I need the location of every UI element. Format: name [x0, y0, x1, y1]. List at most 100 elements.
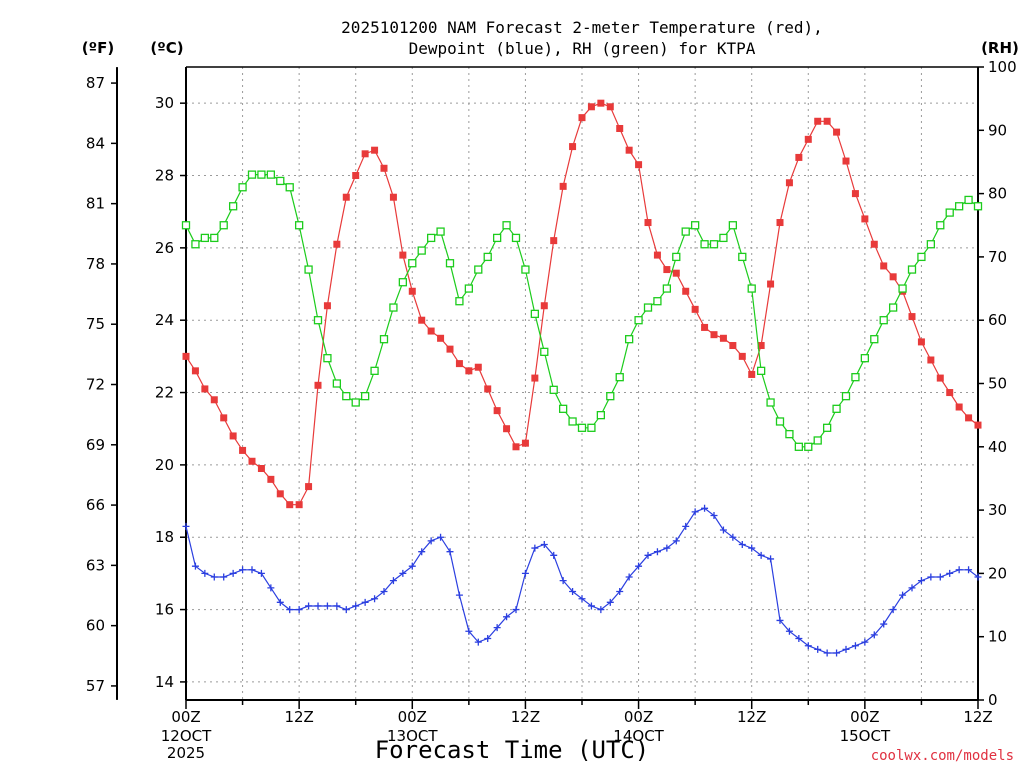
celsius-unit-label: (ºC) — [150, 39, 183, 57]
celsius-tick-label-16: 16 — [155, 601, 174, 619]
temperature-point-78 — [917, 338, 925, 346]
temperature-point-58 — [729, 342, 737, 350]
relative-humidity-line — [185, 174, 979, 448]
dewpoint-point-44 — [597, 606, 605, 614]
relative-humidity-point-69 — [832, 404, 841, 413]
temperature-point-21 — [380, 164, 388, 172]
temperature-point-1 — [191, 367, 199, 375]
celsius-tick-label-18: 18 — [155, 528, 174, 546]
time-tick-label-0: 00Z — [171, 708, 200, 726]
temperature-point-44 — [597, 99, 605, 107]
relative-humidity-point-51 — [662, 284, 672, 293]
fahrenheit-tick-label-63: 63 — [86, 556, 105, 574]
relative-humidity-point-32 — [483, 252, 492, 262]
dewpoint-point-7 — [248, 566, 256, 574]
date-tick-label-72: 15OCT — [840, 727, 891, 745]
relative-humidity-point-60 — [747, 284, 756, 293]
relative-humidity-point-47 — [624, 335, 634, 344]
relative-humidity-point-18 — [351, 398, 360, 407]
temperature-point-40 — [559, 182, 567, 190]
relative-humidity-point-56 — [709, 240, 719, 249]
fahrenheit-tick-label-69: 69 — [86, 436, 105, 454]
relative-humidity-point-25 — [417, 246, 426, 255]
dewpoint-point-16 — [333, 602, 341, 610]
temperature-point-57 — [719, 334, 727, 342]
temperature-point-75 — [889, 273, 897, 281]
time-tick-label-60: 12Z — [737, 708, 766, 726]
relative-humidity-point-1 — [191, 240, 200, 249]
temperature-point-39 — [550, 237, 558, 245]
temperature-point-63 — [776, 219, 784, 227]
relative-humidity-point-45 — [606, 392, 615, 401]
rh-unit-label: (RH) — [981, 39, 1019, 57]
date-tick-label-0: 12OCT — [161, 727, 212, 745]
relative-humidity-point-58 — [728, 221, 738, 230]
temperature-point-30 — [465, 367, 473, 375]
temperature-series — [182, 99, 982, 509]
celsius-tick-label-20: 20 — [155, 456, 174, 474]
relative-humidity-point-9 — [266, 170, 276, 179]
relative-humidity-point-61 — [756, 366, 766, 375]
relative-humidity-point-81 — [945, 208, 954, 217]
dewpoint-point-20 — [371, 595, 379, 603]
temperature-point-42 — [578, 114, 586, 122]
temperature-point-9 — [267, 475, 275, 483]
dewpoint-point-70 — [842, 645, 850, 653]
temperature-point-24 — [408, 287, 416, 295]
relative-humidity-point-44 — [596, 410, 606, 420]
dewpoint-point-45 — [606, 598, 614, 606]
temperature-point-60 — [748, 370, 756, 378]
celsius-tick-label-28: 28 — [155, 167, 174, 185]
fahrenheit-unit-label: (ºF) — [82, 39, 114, 57]
temperature-point-80 — [936, 374, 944, 382]
fahrenheit-tick-label-87: 87 — [86, 74, 105, 92]
dewpoint-point-9 — [267, 584, 275, 592]
rh-tick-label-0: 0 — [988, 691, 998, 709]
fahrenheit-tick-label-72: 72 — [86, 376, 105, 394]
relative-humidity-point-59 — [738, 252, 747, 262]
time-tick-label-24: 00Z — [398, 708, 427, 726]
dewpoint-point-4 — [220, 573, 228, 581]
relative-humidity-point-12 — [294, 221, 304, 230]
dewpoint-point-67 — [814, 645, 822, 653]
dewpoint-series — [182, 504, 982, 657]
date-tick-label-24: 13OCT — [387, 727, 438, 745]
relative-humidity-point-41 — [568, 417, 577, 426]
relative-humidity-point-62 — [766, 398, 775, 407]
temperature-point-66 — [804, 135, 812, 143]
relative-humidity-point-73 — [870, 335, 879, 344]
dewpoint-point-79 — [927, 573, 935, 581]
dewpoint-point-14 — [314, 602, 322, 610]
relative-humidity-point-11 — [285, 183, 294, 192]
relative-humidity-point-77 — [907, 265, 917, 274]
dewpoint-point-8 — [257, 569, 265, 577]
dewpoint-point-19 — [361, 598, 369, 606]
time-tick-label-48: 00Z — [624, 708, 653, 726]
dewpoint-point-68 — [823, 649, 831, 657]
dewpoint-point-52 — [672, 537, 680, 545]
temperature-point-65 — [795, 153, 803, 161]
relative-humidity-point-21 — [379, 335, 389, 344]
dewpoint-point-43 — [587, 602, 595, 610]
dewpoint-point-26 — [427, 537, 435, 545]
dewpoint-point-84 — [974, 573, 982, 581]
dewpoint-point-35 — [512, 606, 520, 614]
relative-humidity-point-64 — [785, 429, 794, 439]
dewpoint-point-40 — [559, 577, 567, 585]
temperature-point-70 — [842, 157, 850, 165]
relative-humidity-point-38 — [540, 347, 549, 357]
relative-humidity-point-74 — [879, 316, 888, 325]
relative-humidity-point-7 — [247, 170, 257, 179]
temperature-point-45 — [606, 103, 614, 111]
relative-humidity-point-63 — [775, 417, 785, 426]
relative-humidity-point-14 — [313, 316, 323, 325]
dewpoint-point-66 — [804, 642, 812, 650]
dewpoint-point-12 — [295, 606, 303, 614]
dewpoint-point-5 — [229, 569, 237, 577]
relative-humidity-point-83 — [964, 195, 973, 205]
relative-humidity-point-79 — [926, 240, 936, 249]
time-tick-label-84: 12Z — [963, 708, 992, 726]
temperature-point-13 — [305, 483, 313, 491]
relative-humidity-point-37 — [530, 309, 540, 319]
dewpoint-point-24 — [408, 562, 416, 570]
